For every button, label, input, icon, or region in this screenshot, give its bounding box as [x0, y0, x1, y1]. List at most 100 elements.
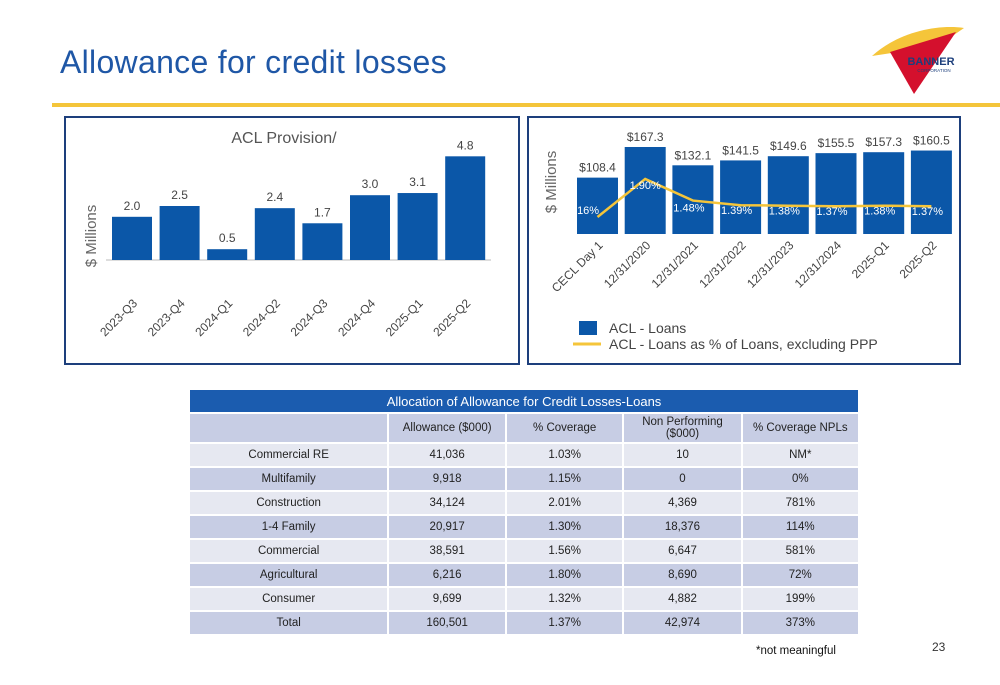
provision-bar	[207, 249, 248, 260]
table-cell: 114%	[740, 514, 861, 540]
bar-value-label: $108.4	[579, 161, 616, 175]
coverage-ratio-line	[596, 177, 932, 218]
title-divider	[52, 103, 1000, 107]
logo-yellow-swoosh	[872, 27, 964, 56]
table-cell: 2.01%	[504, 490, 625, 516]
table-row-label: Multifamily	[187, 466, 390, 492]
table-cell: 38,591	[387, 538, 507, 564]
acl-loans-chart: $ Millions $108.4 CECL Day 1 $167.3 12/31/20…	[543, 130, 952, 352]
table-header-cell	[187, 412, 390, 444]
provision-bar	[397, 193, 438, 260]
table-cell: 41,036	[387, 442, 507, 468]
acl-provision-chart: ACL Provision/ $ Millions 2.0 2023-Q3 2.5 202…	[83, 130, 491, 339]
allocation-table: Allocation of Allowance for Credit Losse…	[187, 388, 861, 636]
x-tick-label: 12/31/2020	[601, 238, 654, 291]
table-cell: 1.32%	[504, 586, 625, 612]
legend-line-label: ACL - Loans as % of Loans, excluding PPP	[609, 336, 878, 352]
table-cell: 1.03%	[504, 442, 625, 468]
table-cell: 1.80%	[504, 562, 625, 588]
line-value-label: 1.37%	[912, 206, 943, 218]
bar-value-label: $149.6	[770, 139, 807, 153]
table-row: Agricultural 6,216 1.80% 8,690 72%	[187, 562, 861, 588]
table-cell: 6,647	[622, 538, 743, 564]
line-value-label: 1.16%	[568, 205, 599, 217]
x-tick-label: 2024-Q1	[192, 296, 235, 339]
table-row: Consumer 9,699 1.32% 4,882 199%	[187, 586, 861, 612]
table-cell: 581%	[740, 538, 861, 564]
provision-bar	[445, 156, 486, 260]
acl-loans-chart-panel: $ Millions $108.4 CECL Day 1 $167.3 12/31/20…	[527, 116, 961, 365]
table-row-label: 1-4 Family	[187, 514, 390, 540]
x-tick-label: 2023-Q3	[97, 296, 140, 339]
table-cell: 10	[622, 442, 743, 468]
bar-value-label: $155.5	[818, 136, 855, 150]
table-row-label: Consumer	[187, 586, 390, 612]
table-cell: 8,690	[622, 562, 743, 588]
x-tick-label: 2025-Q2	[430, 296, 473, 339]
y-axis-label: $ Millions	[543, 151, 560, 214]
x-tick-label: 2025-Q1	[383, 296, 426, 339]
x-tick-label: 2025-Q1	[849, 238, 892, 281]
table-cell: 34,124	[387, 490, 507, 516]
table-cell: 6,216	[387, 562, 507, 588]
bar-value-label: $160.5	[913, 134, 950, 148]
table-header-cell: % Coverage NPLs	[740, 412, 861, 444]
bar-value-label: 4.8	[457, 138, 474, 152]
table-cell: 42,974	[622, 610, 743, 636]
table-cell: 0	[622, 466, 743, 492]
acl-provision-chart-panel: ACL Provision/ $ Millions 2.0 2023-Q3 2.5 202…	[64, 116, 520, 365]
bar-value-label: 3.0	[362, 177, 379, 191]
acl-loans-bar	[863, 152, 905, 234]
provision-bar	[112, 216, 152, 260]
provision-bar	[350, 195, 390, 260]
table-row: Construction 34,124 2.01% 4,369 781%	[187, 490, 861, 516]
banner-logo: BANNER CORPORATION	[872, 27, 964, 94]
table-row-label: Commercial	[187, 538, 390, 564]
bar-value-label: $132.1	[675, 148, 712, 162]
table-cell: 1.37%	[504, 610, 625, 636]
bar-value-label: $157.3	[865, 135, 902, 149]
table-header-cell: Allowance ($000)	[387, 412, 507, 444]
table-header-row: Allowance ($000)% Coverage Non Performing…	[187, 412, 861, 444]
logo-subtitle: CORPORATION	[917, 68, 950, 73]
logo-red-flag	[890, 32, 956, 94]
table-row-label: Agricultural	[187, 562, 390, 588]
table-cell: 0%	[740, 466, 861, 492]
logo-wordmark: BANNER	[907, 56, 954, 68]
legend-bar-swatch	[579, 321, 597, 335]
table-body: Commercial RE 41,036 1.03% 10 NM* Multifamily…	[187, 442, 861, 636]
acl-loans-bar	[815, 153, 857, 234]
table-cell: 1.30%	[504, 514, 625, 540]
table-cell: 18,376	[622, 514, 743, 540]
line-value-label: 1.38%	[864, 206, 895, 218]
x-tick-label: 2024-Q2	[240, 296, 283, 339]
table-cell: 9,918	[387, 466, 507, 492]
table-row-label: Construction	[187, 490, 390, 516]
page-title: Allowance for credit losses	[60, 44, 447, 80]
x-tick-label: 2024-Q4	[335, 296, 378, 339]
x-tick-label: 2023-Q4	[145, 296, 188, 339]
table-row: Commercial 38,591 1.56% 6,647 581%	[187, 538, 861, 564]
line-value-label: 1.39%	[721, 205, 752, 217]
table-cell: 160,501	[387, 610, 507, 636]
bar-value-label: $167.3	[627, 130, 664, 144]
bar-value-label: 2.0	[124, 199, 141, 213]
table-cell: 9,699	[387, 586, 507, 612]
page-number: 23	[932, 640, 946, 654]
table-header-cell: % Coverage	[504, 412, 625, 444]
x-tick-label: 2025-Q2	[897, 238, 940, 281]
bar-value-label: 1.7	[314, 205, 331, 219]
table-row-label: Commercial RE	[187, 442, 390, 468]
table-cell: 72%	[740, 562, 861, 588]
x-tick-label: CECL Day 1	[549, 238, 606, 295]
chart-title: ACL Provision/	[231, 130, 337, 147]
bar-value-label: 3.1	[409, 175, 426, 189]
table-header-cell: Non Performing ($000)	[622, 412, 743, 444]
bar-value-label: 2.5	[171, 188, 188, 202]
x-tick-label: 2024-Q3	[288, 296, 331, 339]
line-value-label: 1.48%	[673, 203, 704, 215]
x-tick-label: 12/31/2022	[696, 238, 749, 291]
table-cell: 373%	[740, 610, 861, 636]
legend-bar-label: ACL - Loans	[609, 320, 686, 336]
x-tick-label: 12/31/2023	[744, 238, 797, 291]
